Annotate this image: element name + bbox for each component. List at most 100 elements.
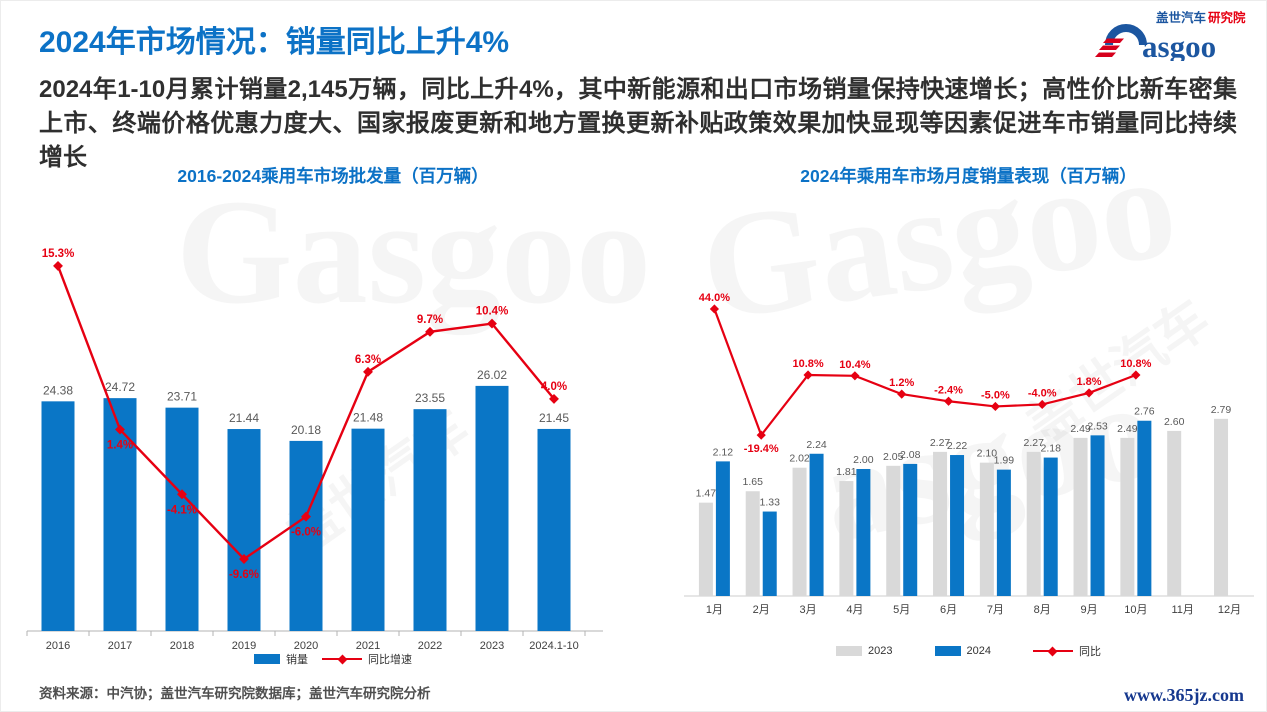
legend-label: 销量 — [286, 654, 308, 666]
svg-text:4月: 4月 — [846, 604, 863, 616]
bar — [41, 401, 75, 631]
svg-text:11月: 11月 — [1171, 604, 1193, 616]
svg-text:1.47: 1.47 — [696, 488, 717, 500]
svg-text:10月: 10月 — [1124, 604, 1147, 616]
bar — [103, 398, 137, 631]
svg-text:10.4%: 10.4% — [476, 306, 509, 318]
svg-text:-9.6%: -9.6% — [229, 569, 259, 581]
svg-text:2.76: 2.76 — [1134, 406, 1155, 418]
bar-2023 — [745, 491, 760, 596]
bar-2023 — [698, 502, 713, 596]
svg-text:1.65: 1.65 — [743, 476, 764, 488]
bar-2023 — [1120, 437, 1135, 596]
bar-2024 — [1043, 457, 1058, 596]
svg-text:10.8%: 10.8% — [792, 358, 823, 370]
svg-text:2.10: 2.10 — [977, 448, 998, 460]
svg-text:-19.4%: -19.4% — [744, 443, 779, 455]
line-point-labels: 44.0% -19.4% 10.8% 10.4% 1.2% -2.4% -5.0% -4.0%… — [699, 292, 1152, 455]
svg-text:7月: 7月 — [987, 604, 1004, 616]
bar-2023 — [1167, 430, 1182, 596]
bar-2024 — [903, 463, 918, 596]
chart1-title: 2016-2024乘用车市场批发量（百万辆） — [177, 166, 489, 186]
bar-2024 — [762, 511, 777, 596]
svg-text:1.33: 1.33 — [760, 497, 781, 509]
line-marker — [897, 389, 907, 399]
svg-text:2.27: 2.27 — [930, 437, 951, 449]
line-marker — [709, 304, 719, 314]
bar — [475, 385, 509, 631]
svg-text:-5.0%: -5.0% — [981, 389, 1010, 401]
svg-text:2022: 2022 — [418, 640, 442, 652]
legend-item-yoy: 同比 — [1032, 643, 1101, 659]
svg-text:15.3%: 15.3% — [42, 248, 75, 260]
logo-stripe — [1099, 45, 1120, 50]
legend-label: 2024 — [966, 645, 991, 657]
bar-swatch-icon — [836, 646, 863, 656]
svg-text:26.02: 26.02 — [477, 368, 507, 382]
svg-text:2.49: 2.49 — [1070, 423, 1091, 435]
legend-item-2024: 2024 — [934, 645, 991, 657]
bar-2024 — [715, 461, 730, 596]
svg-text:2.49: 2.49 — [1117, 423, 1138, 435]
svg-text:-4.0%: -4.0% — [1028, 387, 1057, 399]
svg-text:2.08: 2.08 — [900, 449, 921, 461]
svg-text:44.0%: 44.0% — [699, 292, 730, 304]
svg-text:2.18: 2.18 — [1040, 443, 1061, 455]
svg-text:-6.0%: -6.0% — [291, 527, 321, 539]
bars-2023 — [698, 418, 1229, 596]
svg-text:2.05: 2.05 — [883, 451, 904, 463]
bar — [351, 428, 385, 631]
svg-text:3月: 3月 — [799, 604, 816, 616]
svg-text:10.4%: 10.4% — [839, 359, 870, 371]
source-note: 资料来源：中汽协；盖世汽车研究院数据库；盖世汽车研究院分析 — [39, 686, 431, 701]
svg-text:23.55: 23.55 — [415, 391, 445, 405]
svg-text:2.79: 2.79 — [1211, 404, 1232, 416]
svg-text:1月: 1月 — [706, 604, 723, 616]
svg-text:4.0%: 4.0% — [541, 381, 567, 393]
line-marker — [990, 401, 1000, 412]
svg-text:20.18: 20.18 — [291, 423, 321, 437]
bar — [289, 440, 323, 631]
line-marker — [1037, 399, 1047, 410]
svg-text:2.24: 2.24 — [806, 439, 827, 451]
bar — [165, 407, 199, 631]
bar-2023 — [1073, 437, 1088, 596]
line-swatch-icon — [1032, 646, 1073, 656]
footer-url[interactable]: www.365jz.com — [1124, 685, 1244, 705]
bar-2023 — [979, 462, 994, 596]
gasgoo-logo: asgoo 盖世汽车 研究院 — [1094, 9, 1252, 64]
svg-text:8月: 8月 — [1034, 604, 1051, 616]
line-series-yoy — [709, 304, 1141, 440]
svg-text:1.4%: 1.4% — [107, 440, 133, 452]
logo-stripe — [1103, 38, 1124, 43]
bar — [227, 429, 261, 631]
svg-text:5月: 5月 — [893, 604, 910, 616]
line-marker — [943, 396, 954, 406]
svg-text:2.60: 2.60 — [1164, 416, 1185, 428]
svg-text:2019: 2019 — [232, 640, 256, 652]
svg-text:2.53: 2.53 — [1087, 420, 1108, 432]
svg-text:24.72: 24.72 — [105, 380, 135, 394]
svg-text:9月: 9月 — [1080, 604, 1097, 616]
yoy-line — [713, 308, 1137, 438]
bar-2024 — [1090, 435, 1105, 596]
legend-item-yoy: 同比增速 — [322, 651, 412, 667]
logo-cn-accent: 研究院 — [1208, 10, 1246, 25]
bar-2023 — [1214, 418, 1229, 596]
svg-text:-4.1%: -4.1% — [167, 504, 197, 516]
svg-text:2024.1-10: 2024.1-10 — [529, 640, 579, 652]
line-marker — [850, 371, 860, 381]
legend-label: 同比 — [1078, 646, 1101, 658]
bar-2024 — [809, 453, 824, 596]
svg-text:1.81: 1.81 — [836, 466, 857, 478]
bar-swatch-icon — [934, 646, 961, 656]
svg-text:2.00: 2.00 — [853, 454, 874, 466]
legend-item-2023: 2023 — [836, 645, 893, 657]
svg-text:23.71: 23.71 — [167, 390, 197, 404]
bar-2024 — [996, 469, 1011, 596]
chart2-legend: 2023 2024 同比 — [676, 643, 1261, 659]
svg-text:21.44: 21.44 — [229, 411, 259, 425]
bar-swatch-icon — [254, 654, 280, 664]
svg-text:21.45: 21.45 — [539, 411, 569, 425]
